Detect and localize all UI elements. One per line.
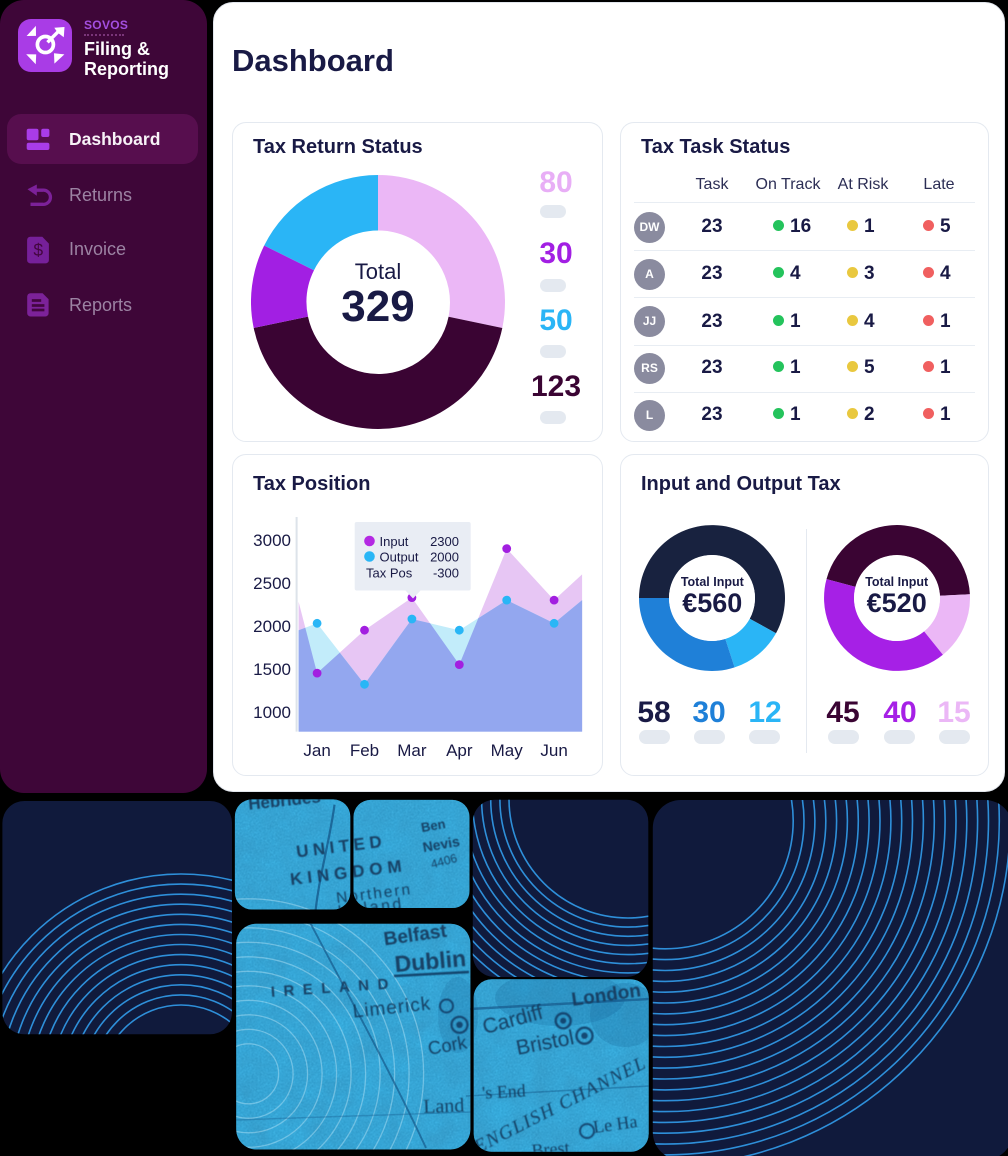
svg-text:Ben: Ben [420, 816, 447, 835]
svg-text:May: May [491, 741, 524, 760]
svg-text:$: $ [33, 240, 43, 260]
svg-text:2000: 2000 [253, 617, 291, 636]
svg-text:Jan: Jan [303, 741, 330, 760]
svg-text:Land: Land [423, 1095, 465, 1118]
svg-text:Mar: Mar [397, 741, 427, 760]
svg-text:Output: Output [380, 550, 419, 565]
svg-text:Brest: Brest [531, 1137, 571, 1156]
svg-text:2500: 2500 [253, 574, 291, 593]
svg-text:Nevis: Nevis [421, 833, 461, 855]
svg-text:2000: 2000 [430, 550, 459, 565]
svg-text:Tax Pos: Tax Pos [366, 566, 413, 581]
svg-text:3000: 3000 [253, 531, 291, 550]
svg-text:2300: 2300 [430, 534, 459, 549]
svg-text:1000: 1000 [253, 703, 291, 722]
svg-text:Jun: Jun [540, 741, 567, 760]
svg-text:-300: -300 [433, 566, 459, 581]
svg-text:Input: Input [380, 534, 409, 549]
svg-text:Apr: Apr [446, 741, 473, 760]
svg-text:1500: 1500 [253, 660, 291, 679]
svg-text:4406: 4406 [429, 851, 459, 872]
svg-text:'s End: 's End [482, 1080, 527, 1102]
svg-text:Feb: Feb [350, 741, 379, 760]
